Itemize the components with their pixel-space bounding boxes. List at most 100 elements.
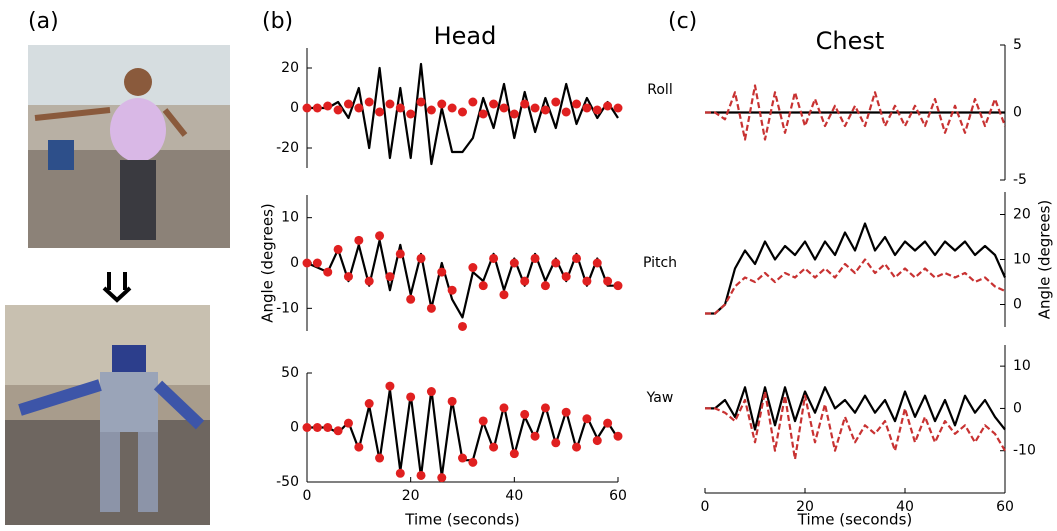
data-dot (447, 103, 457, 113)
y-tick-label: -10 (1013, 443, 1036, 459)
data-line (705, 258, 1006, 315)
panel-label: (b) (262, 9, 293, 34)
data-dot (416, 97, 426, 107)
data-dot (323, 267, 333, 277)
y-tick-label: 0 (1013, 297, 1022, 313)
data-dot (489, 253, 499, 263)
y-tick-label: -50 (276, 474, 299, 490)
data-dot (478, 281, 488, 291)
data-dot (312, 258, 322, 268)
data-dot (499, 103, 509, 113)
data-dot (468, 97, 478, 107)
data-dot (478, 109, 488, 119)
row-label: Pitch (643, 255, 677, 271)
data-dot (323, 101, 333, 111)
chart-title: Chest (816, 27, 885, 55)
data-dot (468, 457, 478, 467)
data-dot (426, 387, 436, 397)
data-dot (395, 103, 405, 113)
data-dot (302, 103, 312, 113)
data-dot (572, 442, 582, 452)
data-dot (530, 103, 540, 113)
data-dot (416, 470, 426, 480)
data-dot (343, 272, 353, 282)
y-tick-label: 50 (281, 365, 299, 381)
data-dot (509, 109, 519, 119)
y-tick-label: 0 (1013, 105, 1022, 121)
data-dot (406, 109, 416, 119)
data-dot (343, 99, 353, 109)
data-dot (551, 438, 561, 448)
data-dot (613, 281, 623, 291)
data-dot (406, 294, 416, 304)
data-dot (323, 423, 333, 432)
data-dot (385, 272, 395, 282)
data-dot (426, 303, 436, 313)
data-dot (509, 449, 519, 459)
data-dot (364, 276, 374, 286)
data-dot (603, 101, 613, 111)
data-dot (302, 258, 312, 268)
data-line (705, 84, 1007, 141)
data-dot (468, 263, 478, 273)
y-tick-label: 0 (290, 255, 299, 271)
data-dot (561, 407, 571, 417)
data-dot (375, 453, 385, 463)
data-dot (561, 272, 571, 282)
data-dot (603, 276, 613, 286)
data-dot (613, 431, 623, 441)
data-dot (375, 231, 385, 241)
x-tick-label: 0 (701, 499, 710, 515)
data-dot (509, 258, 519, 268)
data-dot (613, 103, 623, 113)
data-dot (572, 253, 582, 263)
panel-label: (a) (28, 9, 59, 34)
y-axis-label: Angle (degrees) (259, 203, 277, 323)
data-dot (416, 253, 426, 263)
data-dot (458, 453, 467, 463)
data-dot (499, 290, 509, 300)
data-dot (343, 418, 353, 428)
data-dot (333, 244, 343, 254)
y-tick-label: 10 (281, 210, 299, 226)
x-tick-label: 40 (896, 499, 914, 515)
data-dot (395, 249, 405, 259)
data-dot (312, 103, 322, 113)
y-tick-label: -20 (276, 140, 299, 156)
data-dot (603, 418, 613, 428)
data-dot (520, 99, 530, 109)
x-tick-label: 60 (996, 499, 1014, 515)
data-dot (302, 423, 312, 432)
data-dot (520, 276, 530, 286)
data-dot (426, 105, 436, 115)
data-dot (499, 403, 509, 413)
y-axis-label: Angle (degrees) (1036, 200, 1054, 320)
data-line (705, 222, 1007, 315)
panel-label: (c) (668, 9, 697, 34)
data-dot (333, 426, 343, 436)
data-line (705, 386, 1006, 431)
data-dot (489, 99, 499, 109)
data-dot (447, 396, 457, 406)
x-tick-label: 20 (402, 488, 420, 504)
x-axis-label: Time (seconds) (797, 511, 913, 529)
data-dot (592, 436, 602, 446)
data-dot (375, 107, 385, 117)
x-tick-label: 20 (796, 499, 814, 515)
data-dot (333, 105, 343, 115)
data-line (705, 390, 1006, 461)
data-dot (572, 99, 582, 109)
data-dot (354, 442, 364, 452)
data-line (306, 239, 618, 319)
y-tick-label: -5 (1013, 172, 1027, 188)
data-dot (437, 267, 447, 277)
x-axis-label: Time (seconds) (404, 511, 520, 529)
data-dot (582, 414, 592, 424)
data-dot (364, 97, 374, 107)
data-dot (447, 285, 457, 295)
y-tick-label: 10 (1013, 252, 1031, 268)
data-dot (385, 99, 395, 109)
data-dot (582, 103, 592, 113)
data-dot (458, 321, 467, 331)
y-tick-label: 20 (281, 60, 299, 76)
